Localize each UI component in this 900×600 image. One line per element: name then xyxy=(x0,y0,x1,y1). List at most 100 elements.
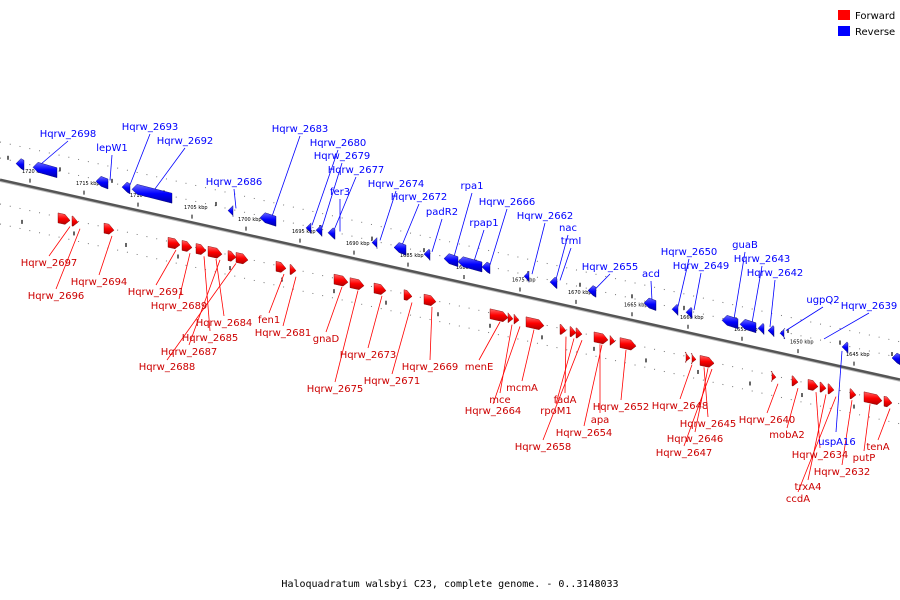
forward-gene-label: Hqrw_2689 xyxy=(151,301,208,312)
legend-forward-label: Forward xyxy=(855,11,895,22)
kbp-tick-label: 1700 kbp xyxy=(238,217,262,223)
reverse-gene-arrow xyxy=(443,253,459,267)
forward-gene-label: Hqrw_2634 xyxy=(792,450,849,461)
forward-gene-arrow xyxy=(849,388,857,400)
forward-gene-arrow xyxy=(423,293,437,306)
reverse-gene-arrow xyxy=(841,341,849,354)
kbp-tick-label: 1715 kbp xyxy=(76,181,100,187)
gene-labels: Hqrw_2698 lepW1 Hqrw_2693 Hqrw_2692 Hqrw_268… xyxy=(21,122,898,505)
forward-gene-arrow xyxy=(559,324,567,335)
forward-gene-label: Hqrw_2671 xyxy=(364,376,421,387)
forward-gene-label: Hqrw_2658 xyxy=(515,442,572,453)
forward-label-connector xyxy=(863,404,871,452)
reverse-gene-arrow xyxy=(721,315,739,330)
forward-gene-label: mobA2 xyxy=(769,430,804,441)
genome-caption: Haloquadratum walsbyi C23, complete geno… xyxy=(281,579,618,590)
reverse-gene-label: Hqrw_2693 xyxy=(122,122,179,133)
legend-reverse-label: Reverse xyxy=(855,27,895,38)
reverse-gene-arrow xyxy=(32,162,58,178)
forward-gene-arrow xyxy=(507,312,514,324)
forward-gene-label: Hqrw_2646 xyxy=(667,434,724,445)
reverse-gene-arrow xyxy=(523,270,530,283)
forward-gene-arrow xyxy=(403,289,413,301)
forward-label-connector xyxy=(478,321,501,361)
reverse-gene-arrow xyxy=(671,303,679,317)
forward-label-connector xyxy=(841,400,853,466)
forward-gene-arrow xyxy=(819,381,827,393)
forward-gene-label: Hqrw_2684 xyxy=(196,318,253,329)
label-connectors xyxy=(39,133,891,493)
forward-label-connector xyxy=(325,286,343,333)
reverse-label-connector xyxy=(595,273,611,289)
forward-gene-arrow xyxy=(619,337,637,351)
reverse-gene-label: Hqrw_2666 xyxy=(479,197,536,208)
reverse-gene-label: padR2 xyxy=(426,207,458,218)
reverse-label-connector xyxy=(401,203,420,246)
kbp-tick-label: 1655 kbp xyxy=(734,327,758,333)
forward-label-connector xyxy=(499,324,513,394)
forward-label-connector xyxy=(203,256,211,332)
forward-label-connector xyxy=(797,396,837,493)
forward-gene-arrow xyxy=(71,215,79,227)
reverse-gene-label: fer3 xyxy=(330,187,350,198)
forward-gene-arrow xyxy=(699,355,715,368)
forward-gene-label: menE xyxy=(465,362,494,373)
reverse-gene-label: nac xyxy=(559,223,577,234)
forward-gene-label: fadA xyxy=(554,395,577,406)
forward-gene-label: Hqrw_2681 xyxy=(255,328,312,339)
reverse-label-connector xyxy=(271,135,301,217)
forward-label-connector xyxy=(215,258,225,317)
forward-label-connector xyxy=(166,263,237,361)
forward-gene-arrow xyxy=(103,222,115,235)
reverse-label-connector xyxy=(39,140,69,166)
forward-gene-label: trxA4 xyxy=(795,482,822,493)
reverse-gene-label: Hqrw_2674 xyxy=(368,179,425,190)
reverse-gene-label: Hqrw_2649 xyxy=(673,261,730,272)
forward-gene-label: apa xyxy=(591,415,610,426)
outer-forward-guide xyxy=(0,223,900,425)
forward-gene-arrow xyxy=(690,353,697,364)
kbp-tick-label: 1670 kbp xyxy=(568,290,592,296)
reverse-gene-label: trmI xyxy=(561,236,582,247)
reverse-label-connector xyxy=(733,251,746,320)
forward-gene-arrow xyxy=(883,395,893,408)
forward-gene-arrow xyxy=(349,277,365,290)
forward-gene-label: Hqrw_2652 xyxy=(593,402,650,413)
kbp-tick-label: 1675 kbp xyxy=(512,278,536,284)
forward-label-connector xyxy=(694,368,709,433)
forward-gene-arrow xyxy=(569,326,577,338)
forward-label-connector xyxy=(282,276,297,327)
forward-gene-arrow xyxy=(863,391,883,405)
reverse-label-connector xyxy=(650,280,653,301)
forward-gene-label: Hqrw_2632 xyxy=(814,467,871,478)
reverse-gene-arrow xyxy=(423,248,431,262)
forward-gene-arrow xyxy=(513,313,520,325)
reverse-label-connector xyxy=(473,229,485,262)
reverse-label-connector xyxy=(153,147,186,191)
forward-gene-label: ccdA xyxy=(786,494,810,505)
forward-label-connector xyxy=(807,394,827,481)
gene-features xyxy=(15,158,900,408)
reverse-gene-arrow xyxy=(757,322,765,336)
axis-line xyxy=(0,178,900,382)
forward-gene-label: Hqrw_2640 xyxy=(739,415,796,426)
reverse-gene-label: uspA16 xyxy=(818,437,855,448)
reverse-label-connector xyxy=(555,234,569,280)
forward-gene-arrow xyxy=(489,308,509,322)
forward-gene-arrow xyxy=(593,331,609,345)
forward-gene-label: Hqrw_2647 xyxy=(656,448,713,459)
reverse-gene-label: Hqrw_2643 xyxy=(734,254,791,265)
forward-gene-label: Hqrw_2687 xyxy=(161,347,218,358)
reverse-gene-label: Hqrw_2686 xyxy=(206,177,263,188)
forward-gene-label: Hqrw_2696 xyxy=(28,291,85,302)
reverse-gene-label: rpa1 xyxy=(461,181,484,192)
forward-gene-arrow xyxy=(235,252,249,265)
legend-reverse-swatch xyxy=(838,26,850,36)
forward-label-connector xyxy=(188,259,221,346)
forward-label-connector xyxy=(391,302,413,375)
forward-gene-arrow xyxy=(684,351,691,363)
forward-gene-label: Hqrw_2645 xyxy=(680,419,737,430)
forward-label-connector xyxy=(583,344,603,427)
forward-label-connector xyxy=(98,235,113,276)
reverse-gene-arrow xyxy=(305,222,312,234)
